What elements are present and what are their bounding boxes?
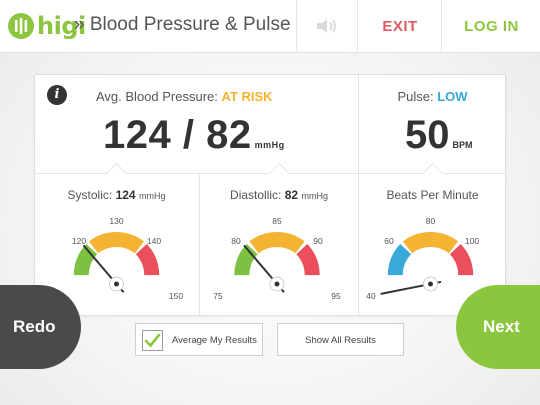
bp-unit: mmHg — [254, 140, 285, 150]
header-bar: higi » Blood Pressure & Pulse EXIT LOG I… — [0, 0, 540, 53]
diastolic-gauge: 75 80 85 90 95 — [213, 216, 341, 301]
diastolic-label: Diastollic: — [230, 188, 282, 202]
diastolic-title: Diastollic: 82 mmHg — [200, 188, 358, 202]
sound-button[interactable] — [296, 0, 357, 52]
systolic-gauge: 110 120 130 140 150 — [50, 216, 183, 301]
average-checkbox[interactable] — [142, 330, 163, 351]
tick-label: 85 — [272, 216, 282, 226]
gauge-segment-yellow — [88, 232, 145, 254]
beats-gauge: 40 60 80 100 120 — [366, 216, 499, 301]
speaker-icon — [317, 19, 336, 33]
gauge-segment-red — [135, 243, 160, 276]
tick-label: 140 — [147, 236, 161, 246]
needle-pivot — [274, 281, 280, 287]
tick-label: 80 — [426, 216, 436, 226]
gauge-needle — [380, 276, 442, 295]
bp-value: 124 / 82 mmHg — [103, 113, 285, 158]
page-title: » Blood Pressure & Pulse — [74, 14, 291, 35]
gauge-needle — [83, 244, 124, 293]
tick-label: 120 — [72, 236, 86, 246]
pulse-value: 50 BPM — [405, 113, 473, 158]
tick-label: 100 — [465, 236, 479, 246]
pulse-value-number: 50 — [405, 113, 450, 157]
tick-label: 90 — [313, 236, 323, 246]
needle-pivot — [428, 281, 433, 287]
redo-button[interactable]: Redo — [0, 285, 81, 369]
pulse-label: Pulse: LOW — [359, 89, 506, 104]
tick-label: 150 — [169, 291, 183, 301]
beats-gauge-panel: Beats Per Minute 40 60 80 100 120 — [358, 162, 506, 315]
blood-pressure-summary: i Avg. Blood Pressure: AT RISK 124 / 82 m… — [35, 75, 357, 173]
systolic-title: Systolic: 124 mmHg — [35, 188, 198, 202]
higi-logo[interactable]: higi — [8, 12, 86, 40]
bp-status: AT RISK — [221, 89, 273, 104]
average-results-button[interactable]: Average My Results — [135, 323, 263, 356]
bp-value-number: 124 / 82 — [103, 113, 252, 157]
higi-logo-icon — [8, 13, 34, 39]
next-button[interactable]: Next — [456, 285, 540, 369]
needle-pivot — [114, 281, 119, 287]
systolic-gauge-panel: Systolic: 124 mmHg 110 120 130 140 150 — [35, 162, 198, 315]
bp-label: Avg. Blood Pressure: AT RISK — [96, 89, 273, 104]
info-icon[interactable]: i — [47, 85, 67, 105]
show-all-results-button[interactable]: Show All Results — [277, 323, 404, 356]
gauge-segment-blue — [387, 243, 412, 276]
tick-label: 60 — [384, 236, 394, 246]
results-card: i Avg. Blood Pressure: AT RISK 124 / 82 m… — [34, 74, 506, 316]
systolic-value: 124 — [115, 188, 136, 202]
average-results-label: Average My Results — [172, 335, 257, 346]
tick-label: 75 — [213, 291, 223, 301]
beats-title: Beats Per Minute — [386, 188, 479, 202]
gauge-segment-green — [73, 243, 98, 276]
gauge-needle — [243, 244, 285, 293]
diastolic-value: 82 — [284, 188, 299, 202]
gauge-segment-yellow — [249, 232, 305, 254]
diastolic-unit: mmHg — [301, 191, 328, 201]
diastolic-gauge-panel: Diastollic: 82 mmHg 75 80 85 90 95 — [199, 162, 358, 315]
checkmark-icon — [144, 333, 161, 348]
logo-text: higi — [37, 12, 86, 40]
tick-label: 40 — [366, 291, 376, 301]
gauge-segment-red — [296, 243, 320, 276]
tick-label: 130 — [109, 216, 123, 226]
login-button[interactable]: LOG IN — [441, 0, 540, 52]
systolic-unit: mmHg — [138, 191, 166, 201]
gauge-segment-red — [449, 243, 474, 276]
pulse-summary: Pulse: LOW 50 BPM — [358, 75, 506, 173]
pulse-label-text: Pulse: — [397, 89, 434, 104]
pulse-unit: BPM — [452, 140, 473, 150]
pulse-status: LOW — [437, 89, 468, 104]
systolic-label: Systolic: — [67, 188, 113, 202]
exit-button[interactable]: EXIT — [357, 0, 442, 52]
tick-label: 95 — [331, 291, 341, 301]
tick-label: 80 — [231, 236, 241, 246]
gauge-segment-yellow — [402, 232, 459, 254]
bp-label-text: Avg. Blood Pressure: — [96, 89, 218, 104]
gauge-segment-green — [234, 243, 258, 276]
